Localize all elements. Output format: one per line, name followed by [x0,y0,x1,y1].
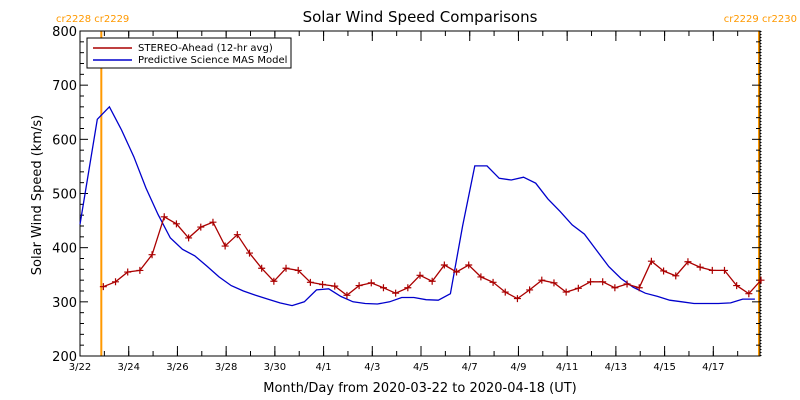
data-point-stereo-8 [197,223,205,231]
legend: STEREO-Ahead (12-hr avg) Predictive Scie… [86,37,292,69]
data-point-stereo-46 [660,267,668,275]
data-point-stereo-9 [209,218,217,226]
data-point-stereo-7 [185,234,193,242]
data-point-stereo-29 [453,268,461,276]
plot-frame [79,30,761,357]
data-point-stereo-27 [428,277,436,285]
data-point-stereo-12 [245,249,253,257]
x-tick-label-5: 4/1 [316,362,332,373]
x-tick-label-9: 4/9 [510,362,526,373]
data-point-stereo-50 [708,266,716,274]
data-point-stereo-2 [124,268,132,276]
data-point-stereo-3 [136,266,144,274]
data-point-stereo-10 [221,242,229,250]
x-tick-label-8: 4/7 [462,362,478,373]
series-line-1 [79,105,755,307]
x-tick-label-11: 4/13 [605,362,627,373]
y-tick-label-700: 700 [52,79,77,94]
data-point-stereo-24 [392,289,400,297]
x-tick-label-7: 4/5 [413,362,429,373]
y-tick-label-500: 500 [52,188,77,203]
data-point-stereo-40 [587,278,595,286]
data-point-stereo-21 [355,282,363,290]
data-point-stereo-38 [562,288,570,296]
data-point-stereo-20 [343,291,351,299]
x-tick-label-6: 4/3 [364,362,380,373]
x-tick-label-10: 4/11 [556,362,578,373]
data-point-stereo-5 [160,213,168,221]
y-tick-label-300: 300 [52,296,77,311]
legend-label-mas: Predictive Science MAS Model [138,55,287,66]
data-point-stereo-32 [489,278,497,286]
data-point-stereo-44 [635,284,643,292]
data-point-stereo-19 [331,282,339,290]
data-point-stereo-54 [757,276,765,284]
x-tick-label-4: 3/30 [264,362,286,373]
data-point-stereo-30 [465,261,473,269]
x-tick-label-12: 4/15 [653,362,675,373]
y-axis-label: Solar Wind Speed (km/s) [30,115,45,275]
data-point-stereo-4 [148,251,156,259]
series-line-0 [103,215,762,300]
data-point-stereo-45 [647,257,655,265]
x-axis-label: Month/Day from 2020-03-22 to 2020-04-18 … [263,381,576,396]
x-tick-label-13: 4/17 [702,362,724,373]
data-point-stereo-17 [306,278,314,286]
data-point-stereo-23 [379,284,387,292]
data-point-stereo-48 [684,258,692,266]
chart-title: Solar Wind Speed Comparisons [303,8,538,26]
data-point-stereo-15 [282,264,290,272]
data-point-stereo-18 [319,281,327,288]
data-point-stereo-0 [99,283,107,291]
data-point-stereo-52 [733,282,741,290]
y-tick-label-600: 600 [52,133,77,148]
carrington-label-left: cr2228 cr2229 [56,14,129,25]
data-point-stereo-11 [233,231,241,239]
data-point-stereo-16 [294,266,302,274]
data-point-stereo-51 [720,266,728,274]
data-point-stereo-49 [696,263,704,271]
data-point-stereo-14 [270,277,278,285]
y-tick-label-400: 400 [52,242,77,257]
data-point-stereo-47 [672,272,680,280]
x-tick-label-1: 3/24 [117,362,139,373]
data-point-stereo-41 [599,278,607,286]
data-point-stereo-6 [172,220,180,228]
data-point-stereo-35 [526,286,534,294]
data-point-stereo-42 [611,284,619,292]
y-tick-label-800: 800 [52,25,77,40]
data-point-stereo-36 [538,276,546,284]
legend-label-stereo: STEREO-Ahead (12-hr avg) [138,43,273,54]
x-tick-label-2: 3/26 [166,362,188,373]
data-point-stereo-33 [501,288,509,296]
plot-area: 200 300 400 500 600 700 800 3/22 3/24 3/26 3/28 3/3… [52,25,765,373]
data-point-stereo-1 [112,278,120,286]
x-tick-label-3: 3/28 [215,362,237,373]
data-point-stereo-13 [258,264,266,272]
data-point-stereo-53 [745,290,753,298]
data-point-stereo-39 [574,284,582,292]
data-point-stereo-26 [416,271,424,279]
data-point-stereo-31 [477,273,485,281]
x-tick-label-0: 3/22 [69,362,91,373]
data-point-stereo-37 [550,279,558,287]
carrington-label-right: cr2229 cr2230 [724,14,797,25]
y-tick-label-200: 200 [52,350,77,365]
data-point-stereo-34 [513,295,521,303]
data-point-stereo-25 [404,284,412,292]
legend-box [86,37,292,69]
data-point-stereo-22 [367,279,375,287]
data-point-stereo-43 [623,280,631,288]
data-point-stereo-28 [440,261,448,269]
